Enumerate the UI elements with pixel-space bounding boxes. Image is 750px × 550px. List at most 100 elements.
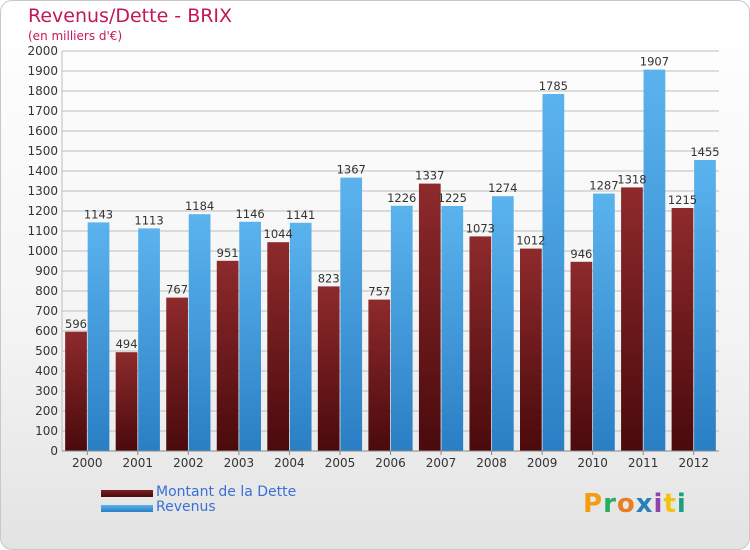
- x-tick-label: 2003: [224, 456, 255, 470]
- y-tick-label: 300: [35, 384, 58, 398]
- legend-swatch-dette: [101, 490, 153, 497]
- data-label-revenus: 1907: [640, 55, 669, 69]
- data-label-dette: 1073: [466, 221, 495, 235]
- data-label-revenus: 1146: [235, 207, 264, 221]
- y-tick-label: 0: [50, 444, 58, 458]
- y-tick-label: 800: [35, 284, 58, 298]
- bar-dette: [267, 242, 290, 451]
- x-tick-label: 2007: [426, 456, 457, 470]
- bar-dette: [115, 352, 138, 451]
- legend-label-revenus: Revenus: [156, 499, 216, 515]
- bar-revenus: [694, 160, 716, 451]
- bar-dette: [368, 299, 391, 451]
- grid-lines: [61, 50, 719, 452]
- bar-revenus: [239, 221, 261, 451]
- data-label-dette: 1318: [617, 172, 646, 186]
- bar-dette: [570, 261, 593, 451]
- x-tick-label: 2002: [173, 456, 204, 470]
- data-label-dette: 494: [116, 337, 138, 351]
- bar-revenus: [87, 222, 110, 451]
- bar-revenus: [289, 222, 312, 451]
- y-axis-ticks: 0 100 200 300 400 500 600 700 800 900 1000 1100 1200…: [27, 44, 58, 458]
- y-tick-label: 1600: [27, 124, 58, 138]
- data-label-revenus: 1141: [286, 208, 315, 222]
- bar-revenus: [491, 196, 514, 451]
- data-label-dette: 1012: [516, 234, 545, 248]
- data-label-revenus: 1367: [337, 163, 366, 177]
- y-tick-label: 1300: [27, 184, 58, 198]
- bar-revenus: [340, 177, 363, 451]
- bar-dette: [317, 286, 340, 451]
- data-label-revenus: 1785: [539, 79, 568, 93]
- data-label-dette: 946: [570, 247, 592, 261]
- x-axis-ticks: 2000 2001 2002 2003 2004 2005 2006 2007 2008 2009…: [72, 451, 709, 470]
- x-tick-label: 2005: [325, 456, 356, 470]
- y-tick-label: 200: [35, 404, 58, 418]
- bar-dette: [469, 236, 492, 451]
- data-label-dette: 1215: [668, 193, 697, 207]
- x-tick-label: 2012: [678, 456, 709, 470]
- y-tick-label: 1500: [27, 144, 58, 158]
- bars: [65, 69, 716, 451]
- x-tick-label: 2004: [274, 456, 305, 470]
- y-tick-label: 400: [35, 364, 58, 378]
- y-tick-label: 1700: [27, 104, 58, 118]
- bar-dette: [166, 297, 188, 451]
- x-tick-label: 2000: [72, 456, 103, 470]
- x-tick-label: 2001: [123, 456, 154, 470]
- data-label-dette: 757: [368, 285, 390, 299]
- bar-revenus: [138, 228, 160, 451]
- x-tick-label: 2008: [476, 456, 507, 470]
- y-tick-label: 1400: [27, 164, 58, 178]
- data-label-dette: 823: [318, 271, 340, 285]
- y-tick-label: 100: [35, 424, 58, 438]
- proxiti-logo: Proxiti: [583, 489, 687, 519]
- y-tick-label: 600: [35, 324, 58, 338]
- y-tick-label: 1100: [27, 224, 58, 238]
- data-label-revenus: 1274: [488, 181, 517, 195]
- bar-revenus: [643, 69, 666, 451]
- data-label-dette: 767: [166, 283, 188, 297]
- chart-subtitle: (en milliers d'€): [28, 29, 123, 43]
- bar-dette: [216, 260, 239, 451]
- legend-swatch-revenus: [101, 505, 153, 512]
- y-tick-label: 1800: [27, 84, 58, 98]
- chart-title: Revenus/Dette - BRIX: [28, 5, 233, 27]
- bar-revenus: [390, 205, 413, 451]
- data-label-revenus: 1113: [134, 213, 163, 227]
- y-tick-label: 500: [35, 344, 58, 358]
- data-label-revenus: 1226: [387, 191, 416, 205]
- bar-dette: [418, 183, 441, 451]
- legend-label-dette: Montant de la Dette: [156, 484, 297, 500]
- bar-revenus: [441, 206, 464, 451]
- data-label-revenus: 1455: [690, 145, 719, 159]
- bar-dette: [671, 208, 694, 451]
- bar-revenus: [188, 214, 211, 451]
- x-tick-label: 2010: [577, 456, 608, 470]
- y-tick-label: 900: [35, 264, 58, 278]
- bar-dette: [65, 331, 87, 451]
- y-tick-label: 700: [35, 304, 58, 318]
- y-tick-label: 1200: [27, 204, 58, 218]
- data-label-revenus: 1287: [589, 179, 618, 193]
- y-tick-label: 2000: [27, 44, 58, 58]
- data-label-revenus: 1225: [438, 191, 467, 205]
- y-tick-label: 1000: [27, 244, 58, 258]
- bar-revenus: [593, 193, 615, 451]
- data-label-dette: 1337: [415, 169, 444, 183]
- bar-revenus: [542, 94, 565, 451]
- x-tick-label: 2009: [527, 456, 558, 470]
- bar-dette: [621, 187, 643, 451]
- data-label-dette: 951: [217, 246, 239, 260]
- bar-dette: [520, 248, 542, 451]
- data-label-revenus: 1184: [185, 199, 214, 213]
- x-tick-label: 2011: [628, 456, 659, 470]
- data-label-dette: 1044: [264, 227, 293, 241]
- data-label-dette: 596: [65, 317, 87, 331]
- x-tick-label: 2006: [375, 456, 406, 470]
- data-label-revenus: 1143: [84, 207, 113, 221]
- y-tick-label: 1900: [27, 64, 58, 78]
